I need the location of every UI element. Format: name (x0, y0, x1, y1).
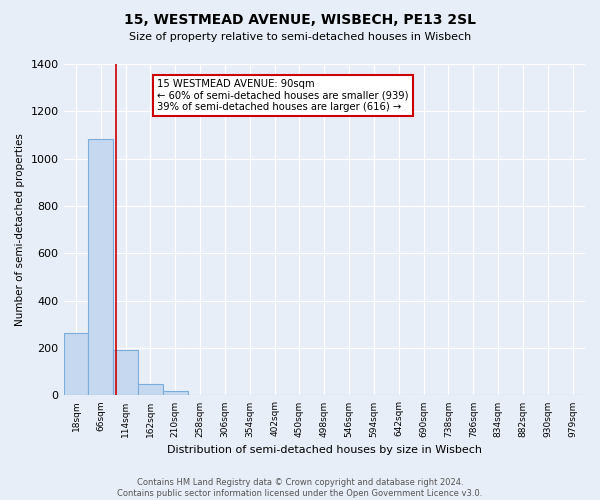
Y-axis label: Number of semi-detached properties: Number of semi-detached properties (15, 134, 25, 326)
Text: 15, WESTMEAD AVENUE, WISBECH, PE13 2SL: 15, WESTMEAD AVENUE, WISBECH, PE13 2SL (124, 12, 476, 26)
Text: Size of property relative to semi-detached houses in Wisbech: Size of property relative to semi-detach… (129, 32, 471, 42)
Bar (163, 391, 188, 396)
Bar (113, 350, 138, 396)
Bar (64, 334, 88, 396)
Text: Contains HM Land Registry data © Crown copyright and database right 2024.
Contai: Contains HM Land Registry data © Crown c… (118, 478, 482, 498)
Text: 15 WESTMEAD AVENUE: 90sqm
← 60% of semi-detached houses are smaller (939)
39% of: 15 WESTMEAD AVENUE: 90sqm ← 60% of semi-… (157, 79, 409, 112)
X-axis label: Distribution of semi-detached houses by size in Wisbech: Distribution of semi-detached houses by … (167, 445, 482, 455)
Bar (88, 139, 113, 396)
Bar (138, 384, 163, 396)
